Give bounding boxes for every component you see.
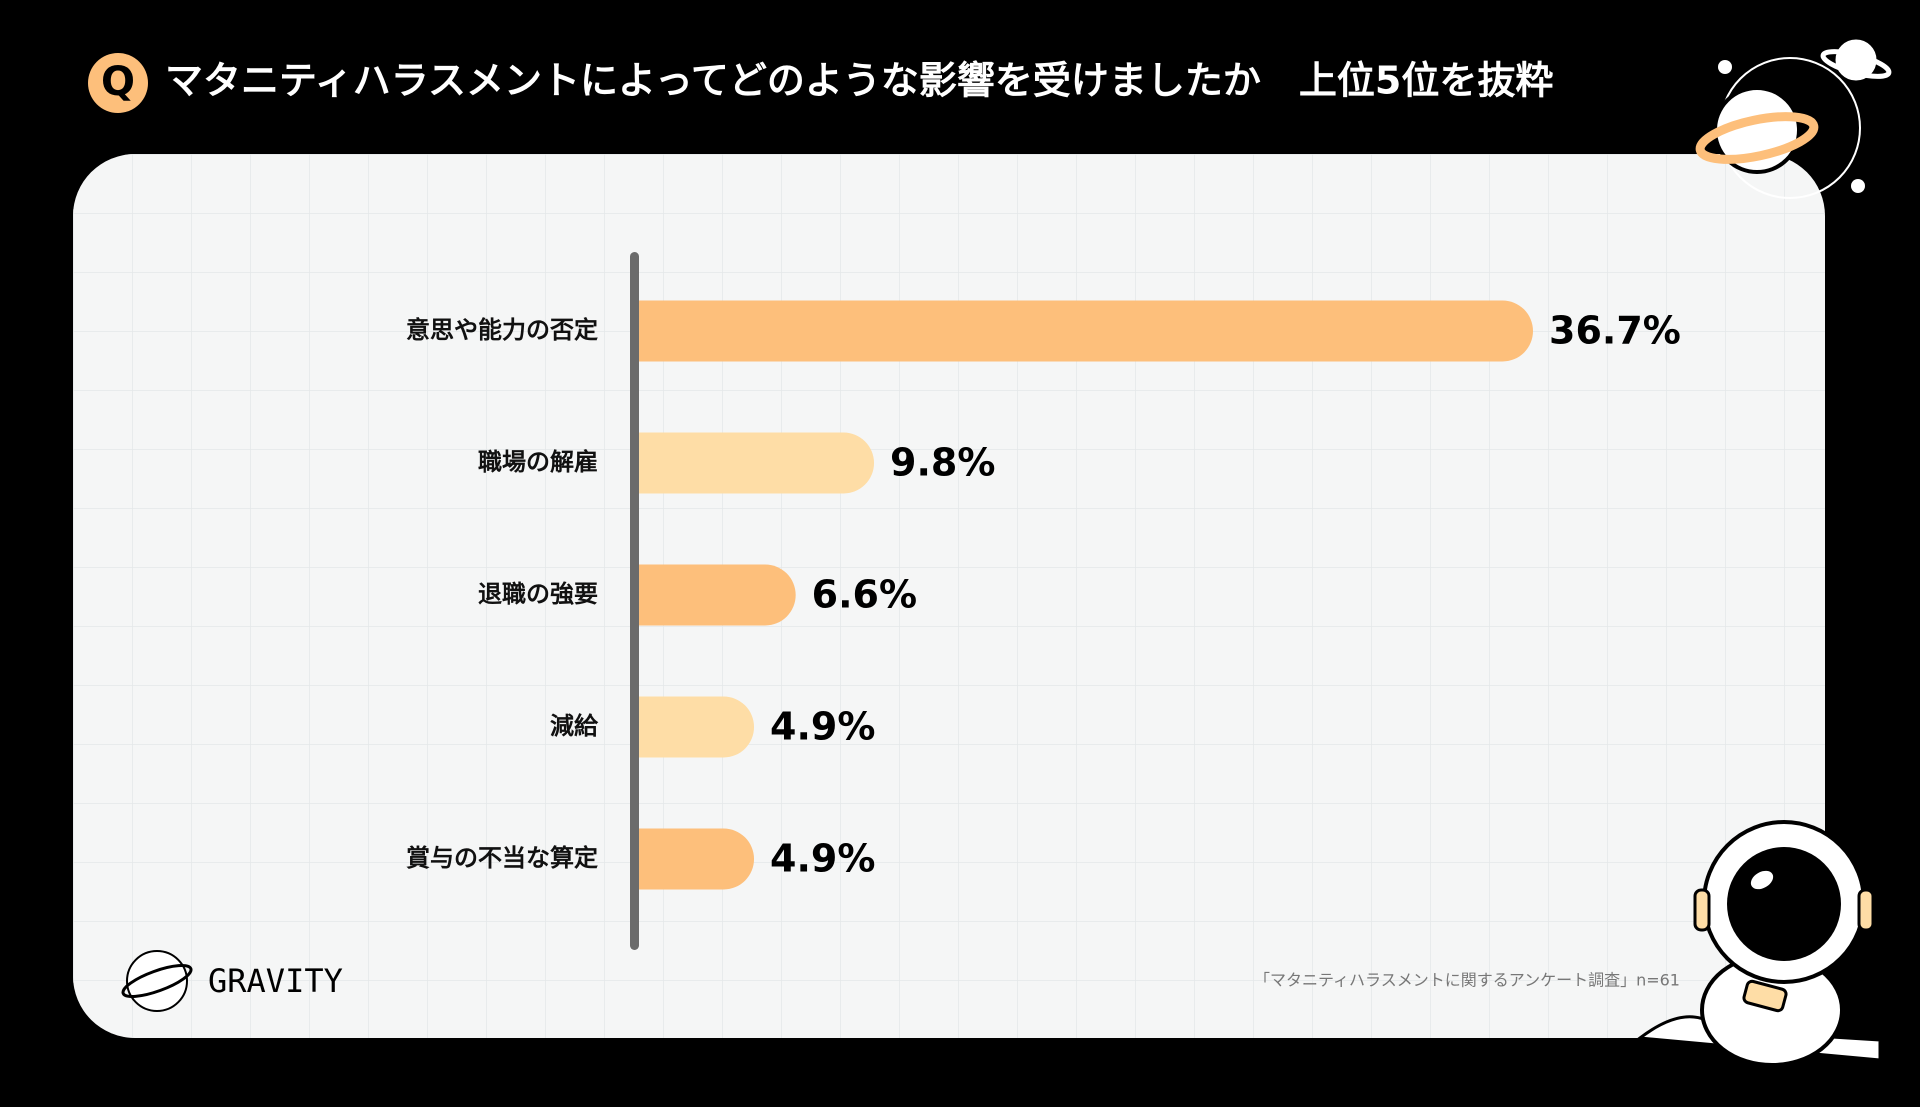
category-label: 職場の解雇 [478,448,598,476]
plot-area: 意思や能力の否定 36.7% 職場の解雇 9.8% 退職の強要 6.6% 減給 4.9% 賞与の… [406,300,1681,890]
bar [634,432,875,494]
brand-name: GRAVITY [208,962,343,1000]
value-label: 6.6% [812,573,917,617]
card-grid [73,154,1825,1038]
value-label: 9.8% [890,441,995,485]
q-mark: Q [101,59,135,105]
brand-logo [121,950,193,1012]
category-label: 賞与の不当な算定 [406,844,598,872]
planet-decoration [1695,36,1892,199]
category-axis [630,252,639,950]
category-label: 意思や能力の否定 [406,316,598,344]
bar [634,696,755,758]
astronaut-decoration [1636,820,1882,1067]
category-label: 減給 [550,712,599,740]
value-label: 4.9% [770,705,875,749]
chart-title: マタニティハラスメントによってどのような影響を受けましたか 上位5位を抜粋 [165,59,1553,103]
value-label: 4.9% [770,837,875,881]
bar [634,828,755,890]
category-label: 退職の強要 [478,580,598,608]
bar [634,564,796,626]
value-label: 36.7% [1549,309,1681,353]
source-note: 「マタニティハラスメントに関するアンケート調査」n=61 [1254,971,1680,990]
q-badge [88,53,148,113]
bar [634,300,1533,362]
